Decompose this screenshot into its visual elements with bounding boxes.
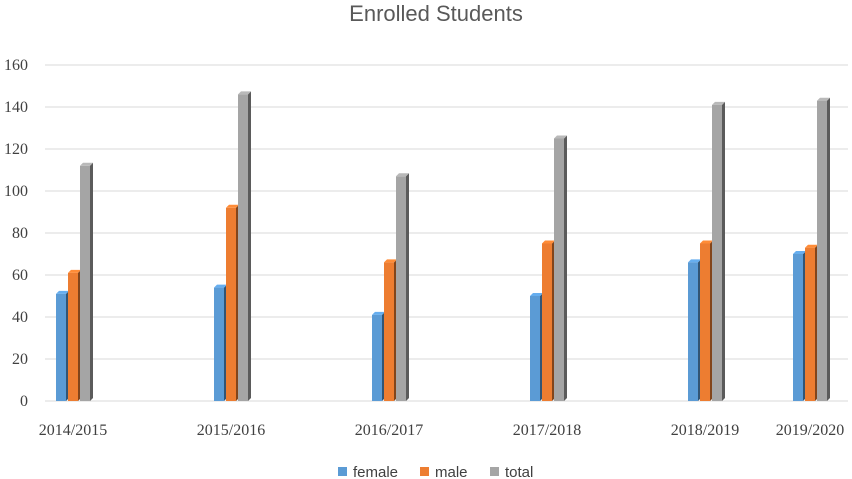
bar-total-2015-2016: [238, 91, 251, 402]
y-tick-label: 60: [12, 267, 28, 284]
bar-female-2017-2018: [530, 293, 543, 401]
legend: female male total: [338, 464, 533, 479]
bar-male-2014-2015: [68, 269, 81, 401]
bar-female-2016-2017: [372, 311, 385, 401]
x-tick-label: 2019/2020: [776, 422, 844, 439]
bar-total-2019-2020: [817, 97, 830, 401]
bar-total-2017-2018: [554, 135, 567, 401]
y-axis-tick-labels: 0 20 40 60 80 100 120 140 160: [4, 57, 28, 410]
bar-male-2019-2020: [805, 244, 818, 401]
y-tick-label: 100: [4, 183, 28, 200]
bar-total-2014-2015: [80, 162, 93, 401]
bar-female-2019-2020: [793, 251, 806, 401]
y-tick-label: 0: [20, 393, 28, 410]
bar-female-2014-2015: [56, 290, 69, 401]
bar-series: [56, 91, 830, 402]
legend-label: female: [353, 464, 398, 479]
bar-male-2018-2019: [700, 240, 713, 401]
bar-female-2015-2016: [214, 284, 227, 401]
y-tick-label: 20: [12, 351, 28, 368]
gridlines: [45, 64, 848, 402]
x-tick-label: 2018/2019: [671, 422, 739, 439]
bar-female-2018-2019: [688, 259, 701, 401]
bar-male-2016-2017: [384, 259, 397, 401]
y-tick-label: 140: [4, 99, 28, 116]
x-axis-tick-labels: 2014/2015 2015/2016 2016/2017 2017/2018 2018…: [39, 422, 844, 439]
x-tick-label: 2017/2018: [513, 422, 581, 439]
legend-swatch: [420, 467, 429, 476]
chart-title: Enrolled Students: [349, 1, 523, 26]
y-tick-label: 80: [12, 225, 28, 242]
bar-total-2016-2017: [396, 173, 409, 401]
x-tick-label: 2014/2015: [39, 422, 107, 439]
x-tick-label: 2016/2017: [355, 422, 423, 439]
legend-item-female: female: [338, 464, 398, 479]
bar-male-2017-2018: [542, 240, 555, 401]
legend-swatch: [490, 467, 499, 476]
legend-label: total: [505, 464, 533, 479]
legend-item-total: total: [490, 464, 533, 479]
bar-male-2015-2016: [226, 204, 239, 401]
y-tick-label: 160: [4, 57, 28, 74]
legend-label: male: [435, 464, 468, 479]
y-tick-label: 40: [12, 309, 28, 326]
y-tick-label: 120: [4, 141, 28, 158]
x-tick-label: 2015/2016: [197, 422, 265, 439]
legend-swatch: [338, 467, 347, 476]
bar-total-2018-2019: [712, 101, 725, 402]
legend-item-male: male: [420, 464, 468, 479]
